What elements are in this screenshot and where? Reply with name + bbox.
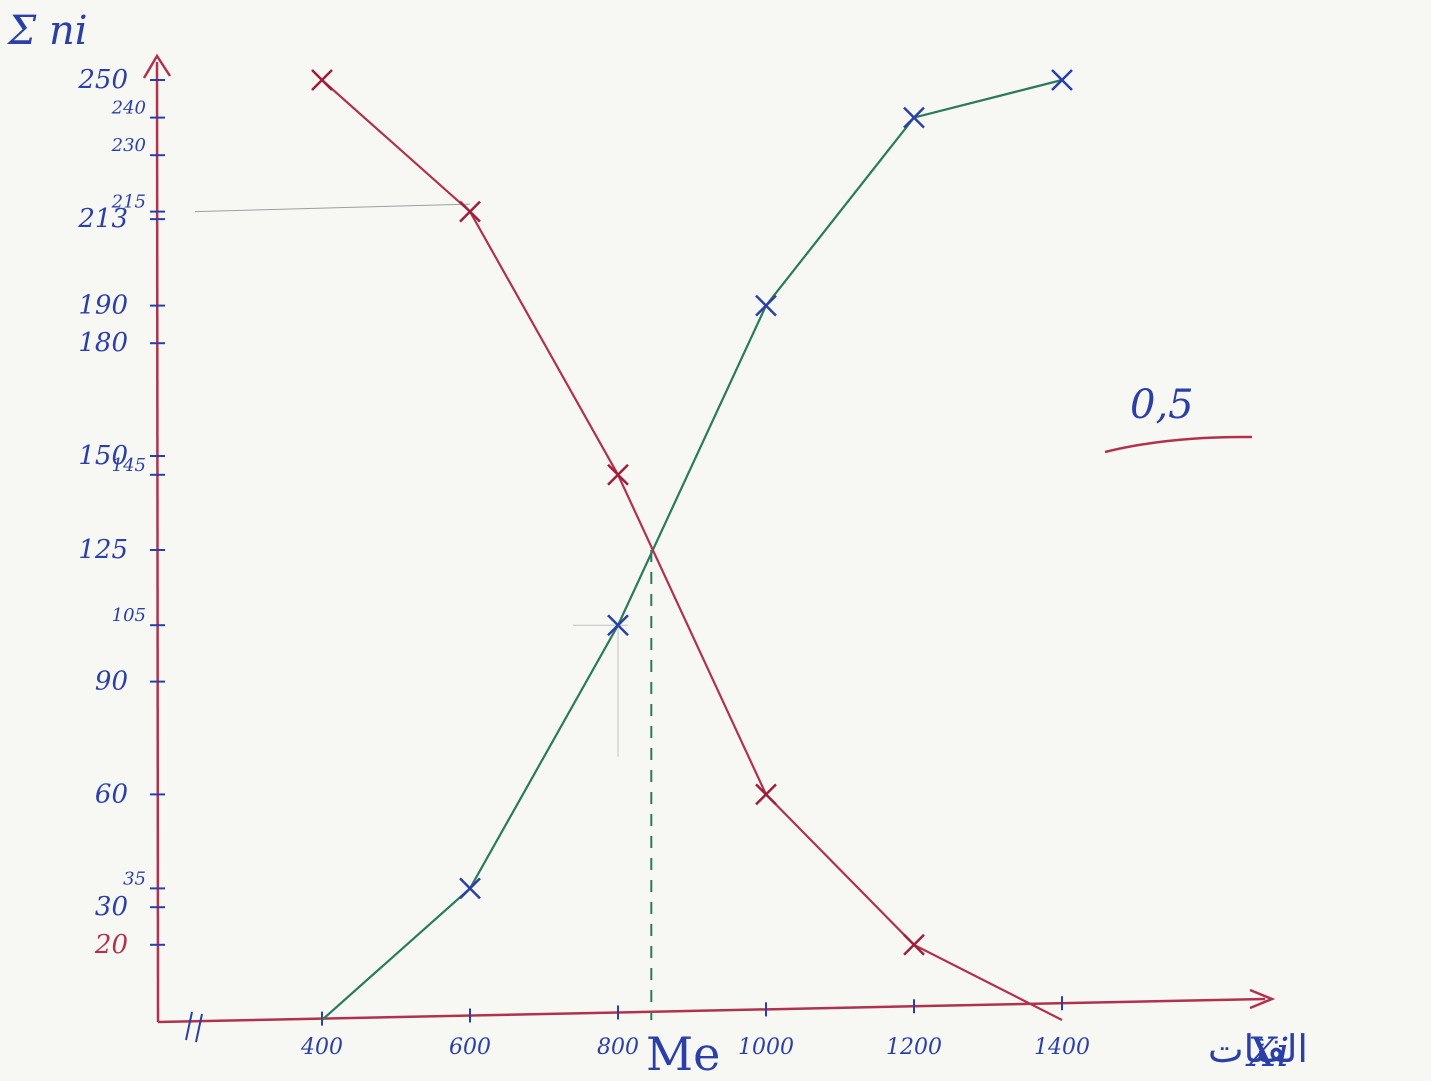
guide-line — [194, 203, 471, 213]
grade-mark: 0,5 — [1130, 382, 1194, 428]
grade-underline — [1104, 435, 1253, 454]
x-tick-label: 800 — [597, 1035, 639, 1060]
x-axis-title: Xi — [1245, 1030, 1289, 1076]
y-tick-label: 215 — [111, 192, 146, 213]
y-tick-label: 150 — [78, 441, 128, 471]
y-tick-label: 230 — [111, 135, 146, 156]
gridlines — [194, 203, 628, 757]
y-tick-label: 180 — [78, 328, 128, 358]
markers — [311, 69, 1073, 956]
y-tick-label: 20 — [94, 930, 128, 960]
x-axis-title-arabic: الفئات — [1208, 1027, 1308, 1071]
data-point-marker — [607, 463, 629, 486]
y-axis-title: Σ ni — [6, 8, 88, 54]
x-tick-label: 400 — [300, 1035, 343, 1060]
y-tick-label: 145 — [112, 455, 146, 476]
series-line — [321, 78, 1063, 1021]
data-point-marker — [755, 783, 777, 806]
x-axis — [157, 997, 1266, 1024]
data-point-marker — [607, 614, 629, 637]
y-tick-label: 240 — [111, 98, 146, 119]
series-line — [321, 79, 1063, 1021]
x-tick-label: 600 — [449, 1035, 491, 1060]
x-axis-arrow — [1249, 988, 1276, 1010]
data-point-marker — [903, 933, 925, 956]
y-tick-label: 35 — [123, 868, 146, 889]
data-point-marker — [903, 106, 925, 129]
data-point-marker — [459, 200, 481, 223]
y-axis-arrow — [142, 53, 172, 79]
data-point-marker — [459, 877, 481, 900]
median-label: Me — [646, 1027, 720, 1081]
x-tick-label: 1000 — [738, 1035, 794, 1060]
y-tick-label: 250 — [77, 65, 128, 95]
data-point-marker — [311, 69, 333, 91]
data-point-marker — [1051, 69, 1073, 91]
series — [321, 78, 1063, 1021]
y-tick-label: 105 — [112, 605, 146, 626]
x-tick-label: 1200 — [886, 1035, 942, 1060]
x-tick-label: 1400 — [1034, 1035, 1090, 1060]
y-tick-label: 60 — [95, 779, 128, 809]
y-axis — [155, 61, 160, 1023]
data-point-marker — [755, 294, 777, 317]
y-tick-label: 125 — [78, 535, 128, 565]
y-tick-label: 213 — [77, 204, 128, 234]
axis-break-mark — [185, 1011, 203, 1043]
y-tick-label: 190 — [78, 291, 128, 321]
y-tick-label: 30 — [95, 892, 128, 922]
y-tick-label: 90 — [95, 667, 128, 697]
x-ticks: 400 600 800 1000 1200 1400 — [300, 996, 1090, 1060]
